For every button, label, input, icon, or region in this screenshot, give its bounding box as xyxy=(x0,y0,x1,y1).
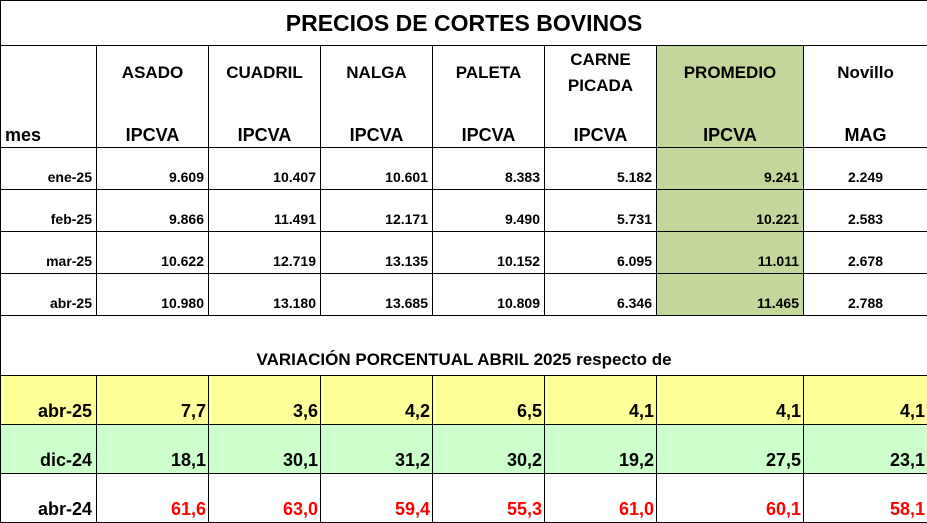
source-label: IPCVA xyxy=(657,100,804,148)
source-label: IPCVA xyxy=(97,100,209,148)
table-row: abr-24 61,6 63,0 59,4 55,3 61,0 60,1 58,… xyxy=(1,474,927,523)
source-label: IPCVA xyxy=(433,100,545,148)
price-cell: 9.490 xyxy=(433,190,545,232)
price-cell: 10.221 xyxy=(657,190,804,232)
row-label: feb-25 xyxy=(1,190,97,232)
variation-title: VARIACIÓN PORCENTUAL ABRIL 2025 respecto… xyxy=(1,345,927,376)
table-row: abr-25 10.980 13.180 13.685 10.809 6.346… xyxy=(1,274,927,316)
variation-cell: 4,1 xyxy=(804,376,927,425)
price-cell: 2.678 xyxy=(804,232,927,274)
row-label: abr-25 xyxy=(1,376,97,425)
row-label: mar-25 xyxy=(1,232,97,274)
mes-label: mes xyxy=(1,100,97,148)
source-label: IPCVA xyxy=(545,100,657,148)
variation-cell: 4,2 xyxy=(321,376,433,425)
price-cell: 10.152 xyxy=(433,232,545,274)
row-label: abr-24 xyxy=(1,474,97,523)
col-header-nalga: NALGA xyxy=(321,46,433,101)
col-header-promedio: PROMEDIO xyxy=(657,46,804,101)
spacer-row xyxy=(1,316,927,346)
col-header-novillo: Novillo xyxy=(804,46,927,101)
row-label: ene-25 xyxy=(1,148,97,190)
col-header-carne-line2: PICADA xyxy=(545,73,656,99)
price-cell: 8.383 xyxy=(433,148,545,190)
table-title: PRECIOS DE CORTES BOVINOS xyxy=(1,1,927,46)
price-cell: 10.622 xyxy=(97,232,209,274)
row-label: abr-25 xyxy=(1,274,97,316)
col-header-asado: ASADO xyxy=(97,46,209,101)
price-cell: 6.346 xyxy=(545,274,657,316)
price-cell: 10.601 xyxy=(321,148,433,190)
variation-cell: 55,3 xyxy=(433,474,545,523)
variation-cell: 7,7 xyxy=(97,376,209,425)
price-cell: 5.731 xyxy=(545,190,657,232)
price-cell: 6.095 xyxy=(545,232,657,274)
variation-cell: 58,1 xyxy=(804,474,927,523)
variation-cell: 19,2 xyxy=(545,425,657,474)
variation-cell: 3,6 xyxy=(209,376,321,425)
price-cell: 9.241 xyxy=(657,148,804,190)
price-cell: 12.171 xyxy=(321,190,433,232)
row-label: dic-24 xyxy=(1,425,97,474)
price-cell: 12.719 xyxy=(209,232,321,274)
variation-cell: 61,0 xyxy=(545,474,657,523)
price-cell: 10.980 xyxy=(97,274,209,316)
col-header-cuadril: CUADRIL xyxy=(209,46,321,101)
price-cell: 13.135 xyxy=(321,232,433,274)
col-header-paleta: PALETA xyxy=(433,46,545,101)
price-cell: 11.491 xyxy=(209,190,321,232)
variation-cell: 31,2 xyxy=(321,425,433,474)
price-cell: 9.609 xyxy=(97,148,209,190)
variation-cell: 6,5 xyxy=(433,376,545,425)
price-cell: 10.407 xyxy=(209,148,321,190)
source-label: IPCVA xyxy=(209,100,321,148)
variation-cell: 30,2 xyxy=(433,425,545,474)
price-cell: 13.685 xyxy=(321,274,433,316)
price-cell: 2.788 xyxy=(804,274,927,316)
variation-cell: 60,1 xyxy=(657,474,804,523)
price-cell: 13.180 xyxy=(209,274,321,316)
variation-cell: 63,0 xyxy=(209,474,321,523)
source-label: IPCVA xyxy=(321,100,433,148)
variation-cell: 4,1 xyxy=(657,376,804,425)
price-cell: 11.465 xyxy=(657,274,804,316)
col-header-carne-line1: CARNE xyxy=(545,47,656,73)
source-label: MAG xyxy=(804,100,927,148)
variation-cell: 30,1 xyxy=(209,425,321,474)
table-row: feb-25 9.866 11.491 12.171 9.490 5.731 1… xyxy=(1,190,927,232)
variation-cell: 4,1 xyxy=(545,376,657,425)
table-row: dic-24 18,1 30,1 31,2 30,2 19,2 27,5 23,… xyxy=(1,425,927,474)
table-row: mar-25 10.622 12.719 13.135 10.152 6.095… xyxy=(1,232,927,274)
header-corner xyxy=(1,46,97,101)
price-cell: 9.866 xyxy=(97,190,209,232)
price-cell: 10.809 xyxy=(433,274,545,316)
variation-cell: 59,4 xyxy=(321,474,433,523)
variation-cell: 23,1 xyxy=(804,425,927,474)
col-header-carne-picada: CARNE PICADA xyxy=(545,46,657,101)
price-cell: 11.011 xyxy=(657,232,804,274)
variation-cell: 27,5 xyxy=(657,425,804,474)
variation-cell: 18,1 xyxy=(97,425,209,474)
table-row: ene-25 9.609 10.407 10.601 8.383 5.182 9… xyxy=(1,148,927,190)
variation-cell: 61,6 xyxy=(97,474,209,523)
table-row: abr-25 7,7 3,6 4,2 6,5 4,1 4,1 4,1 xyxy=(1,376,927,425)
price-cell: 2.249 xyxy=(804,148,927,190)
price-cell: 5.182 xyxy=(545,148,657,190)
price-cell: 2.583 xyxy=(804,190,927,232)
